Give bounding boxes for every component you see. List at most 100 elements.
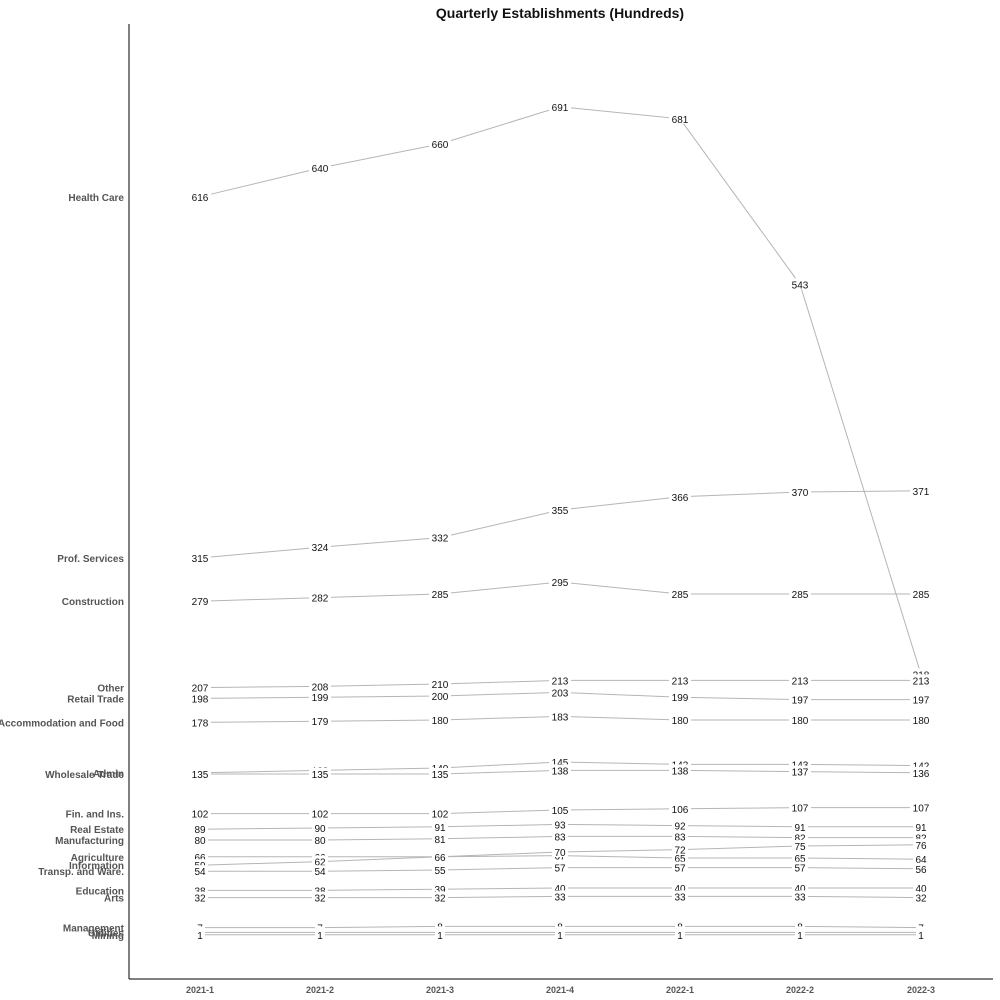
category-label-information: Information [69, 861, 124, 872]
data-label-retail-trade-2: 200 [429, 690, 451, 703]
svg-text:33: 33 [794, 892, 806, 903]
data-label-information-3: 70 [552, 846, 568, 859]
data-label-mining-0: 1 [195, 928, 205, 942]
data-label-mining-4: 1 [675, 928, 685, 942]
svg-text:82: 82 [794, 834, 806, 845]
data-label-retail-trade-6: 197 [910, 693, 932, 707]
data-label-other-4: 213 [669, 674, 691, 687]
svg-text:107: 107 [913, 804, 930, 815]
data-label-construction-5: 285 [789, 588, 811, 601]
data-label-manufacturing-5: 82 [792, 831, 808, 845]
data-label-construction-1: 282 [309, 591, 331, 605]
svg-text:32: 32 [915, 894, 927, 905]
svg-text:197: 197 [792, 696, 809, 707]
data-label-education-4: 40 [672, 882, 688, 895]
svg-text:57: 57 [554, 864, 566, 875]
svg-text:56: 56 [915, 865, 927, 876]
data-label-other-6: 213 [910, 674, 932, 687]
data-label-prof-services-1: 324 [309, 541, 331, 554]
data-label-health-care-2: 660 [429, 138, 451, 151]
data-label-fin-and-ins-6: 107 [910, 801, 932, 815]
svg-text:72: 72 [674, 846, 686, 857]
category-label-real-estate: Real Estate [70, 825, 124, 836]
data-label-arts-2: 32 [432, 891, 448, 905]
svg-text:543: 543 [792, 280, 809, 291]
data-label-real-estate-2: 91 [432, 820, 448, 834]
data-label-information-6: 76 [913, 838, 929, 852]
data-label-accommodation-and-food-4: 180 [669, 714, 691, 727]
svg-text:213: 213 [672, 676, 689, 687]
data-label-mining-6: 1 [916, 928, 926, 942]
x-tick-2021-1: 2021-1 [186, 985, 214, 995]
data-label-construction-0: 279 [189, 595, 211, 608]
data-label-wholesale-trade-2: 135 [429, 768, 451, 781]
category-label-management: Management [63, 924, 125, 935]
value-labels: 6166406606916815432183153243323553663703… [189, 100, 932, 942]
svg-text:39: 39 [434, 885, 446, 896]
svg-text:91: 91 [434, 823, 446, 834]
svg-text:315: 315 [192, 554, 209, 565]
svg-text:332: 332 [432, 534, 449, 545]
data-label-manufacturing-3: 83 [552, 830, 568, 843]
svg-text:136: 136 [913, 769, 930, 780]
svg-text:64: 64 [915, 855, 927, 866]
data-label-manufacturing-4: 83 [672, 830, 688, 843]
svg-text:135: 135 [192, 770, 209, 781]
svg-text:135: 135 [312, 770, 329, 781]
data-label-health-care-3: 691 [549, 100, 571, 114]
data-label-fin-and-ins-1: 102 [309, 807, 331, 821]
data-label-agriculture-5: 65 [792, 852, 808, 865]
data-label-mining-3: 1 [555, 928, 565, 942]
data-label-information-1: 62 [312, 855, 328, 869]
data-label-wholesale-trade-0: 135 [189, 768, 211, 781]
data-label-prof-services-2: 332 [429, 531, 451, 545]
data-label-education-5: 40 [792, 882, 808, 895]
category-label-education: Education [76, 886, 124, 897]
data-label-education-2: 39 [432, 883, 448, 896]
svg-text:371: 371 [913, 487, 930, 498]
data-label-transp-and-ware-1: 54 [312, 865, 328, 878]
svg-text:40: 40 [554, 884, 566, 895]
svg-text:183: 183 [552, 712, 569, 723]
data-label-arts-1: 32 [312, 891, 328, 905]
svg-text:197: 197 [913, 696, 930, 707]
data-label-arts-3: 33 [552, 890, 568, 903]
x-tick-labels: 2021-1 2021-2 2021-3 2021-4 2022-1 2022-2 2022… [186, 985, 935, 995]
svg-text:1: 1 [918, 931, 924, 942]
svg-text:33: 33 [554, 892, 566, 903]
data-label-transp-and-ware-5: 57 [792, 861, 808, 875]
svg-text:83: 83 [674, 832, 686, 843]
category-label-utilities: Utilities [88, 928, 125, 939]
series-line-prof-services [199, 490, 922, 559]
svg-text:107: 107 [792, 804, 809, 815]
svg-text:93: 93 [554, 820, 566, 831]
svg-text:32: 32 [194, 894, 206, 905]
data-label-retail-trade-1: 199 [309, 691, 331, 704]
svg-text:640: 640 [312, 164, 329, 175]
category-label-admin: Admin [93, 769, 124, 780]
data-label-education-3: 40 [552, 882, 568, 895]
svg-text:138: 138 [552, 766, 569, 777]
category-label-agriculture: Agriculture [71, 853, 125, 864]
data-label-fin-and-ins-4: 106 [669, 802, 691, 816]
svg-text:1: 1 [557, 931, 563, 942]
svg-text:65: 65 [794, 854, 806, 865]
data-label-other-0: 207 [189, 681, 211, 695]
svg-text:199: 199 [672, 693, 689, 704]
data-label-prof-services-3: 355 [549, 504, 571, 517]
svg-text:681: 681 [672, 115, 689, 126]
x-tick-2021-2: 2021-2 [306, 985, 334, 995]
svg-text:213: 213 [792, 676, 809, 687]
data-label-admin-3: 145 [549, 756, 571, 769]
svg-text:66: 66 [434, 853, 446, 864]
svg-text:178: 178 [192, 718, 209, 729]
svg-text:179: 179 [312, 717, 329, 728]
svg-text:213: 213 [913, 676, 930, 687]
svg-text:106: 106 [672, 805, 689, 816]
data-label-prof-services-0: 315 [189, 552, 211, 565]
data-label-mining-2: 1 [435, 928, 445, 942]
data-label-construction-6: 285 [910, 588, 932, 601]
data-label-other-5: 213 [789, 674, 811, 687]
data-label-construction-2: 285 [429, 588, 451, 601]
